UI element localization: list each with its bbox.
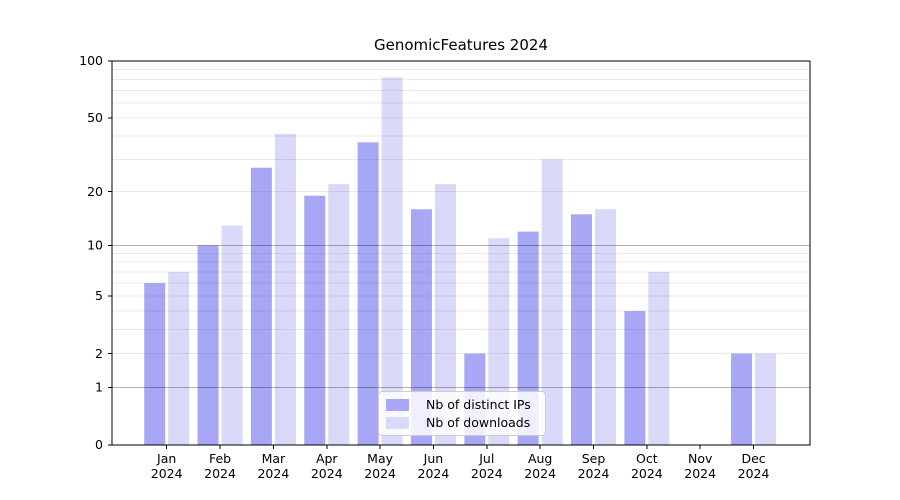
bar-downloads-may [381,77,403,445]
x-tick-label-month-sep: Sep [582,451,606,466]
legend-label-downloads: Nb of downloads [426,415,531,430]
y-tick-label-2: 2 [95,346,103,361]
x-tick-label-month-apr: Apr [316,451,338,466]
legend-swatch-downloads [386,416,409,429]
bar-downloads-oct [648,271,670,445]
x-tick-label-month-may: May [367,451,393,466]
bar-downloads-aug [541,159,563,445]
bar-downloads-mar [274,134,296,445]
x-tick-label-month-aug: Aug [528,451,552,466]
bar-downloads-apr [328,184,350,446]
x-tick-label-year-mar: 2024 [257,466,289,481]
x-tick-label-month-jan: Jan [156,451,176,466]
x-tick-label-year-feb: 2024 [204,466,236,481]
bar-downloads-sep [595,209,616,445]
x-tick-label-year-dec: 2024 [738,466,770,481]
bar-downloads-jun [434,184,456,446]
bar-distinct-ips-may [357,142,379,445]
bar-distinct-ips-apr [304,195,326,445]
bar-distinct-ips-jan [144,283,166,445]
x-tick-label-year-jan: 2024 [151,466,183,481]
bar-distinct-ips-dec [731,353,753,445]
x-tick-label-year-nov: 2024 [684,466,716,481]
legend-item-downloads: Nb of downloads [386,414,538,431]
legend-label-distinct-ips: Nb of distinct IPs [426,397,531,412]
y-tick-label-5: 5 [95,288,103,303]
axes-spines [111,60,811,446]
x-tick-label-month-jun: Jun [423,451,444,466]
x-tick-label-month-mar: Mar [262,451,286,466]
x-tick-label-month-oct: Oct [636,451,658,466]
x-tick-label-year-oct: 2024 [631,466,663,481]
legend-swatch-distinct-ips [386,398,409,411]
x-tick-label-year-may: 2024 [364,466,396,481]
y-tick-label-10: 10 [87,238,103,253]
bar-distinct-ips-sep [571,214,592,445]
x-tick-label-month-jul: Jul [478,451,494,466]
chart-title: GenomicFeatures 2024 [373,36,548,54]
x-tick-label-month-nov: Nov [688,451,713,466]
x-tick-label-year-jul: 2024 [471,466,503,481]
bar-downloads-jan [168,271,190,445]
y-tick-label-0: 0 [95,437,103,452]
x-tick-label-year-apr: 2024 [311,466,343,481]
bar-distinct-ips-mar [250,167,272,445]
legend-item-distinct-ips: Nb of distinct IPs [386,396,538,413]
x-tick-label-month-dec: Dec [741,451,765,466]
y-tick-label-20: 20 [87,184,103,199]
y-tick-label-1: 1 [95,380,103,395]
y-tick-label-100: 100 [79,53,103,68]
bar-downloads-dec [755,353,777,445]
x-tick-label-year-sep: 2024 [578,466,610,481]
x-tick-label-year-aug: 2024 [524,466,556,481]
legend: Nb of distinct IPs Nb of downloads [378,391,546,436]
bar-distinct-ips-feb [197,245,219,445]
bar-distinct-ips-oct [624,311,646,445]
bar-distinct-ips-jun [410,209,432,445]
x-tick-label-month-feb: Feb [209,451,231,466]
y-tick-label-50: 50 [87,110,103,125]
bar-downloads-feb [221,225,243,445]
x-tick-label-year-jun: 2024 [418,466,450,481]
